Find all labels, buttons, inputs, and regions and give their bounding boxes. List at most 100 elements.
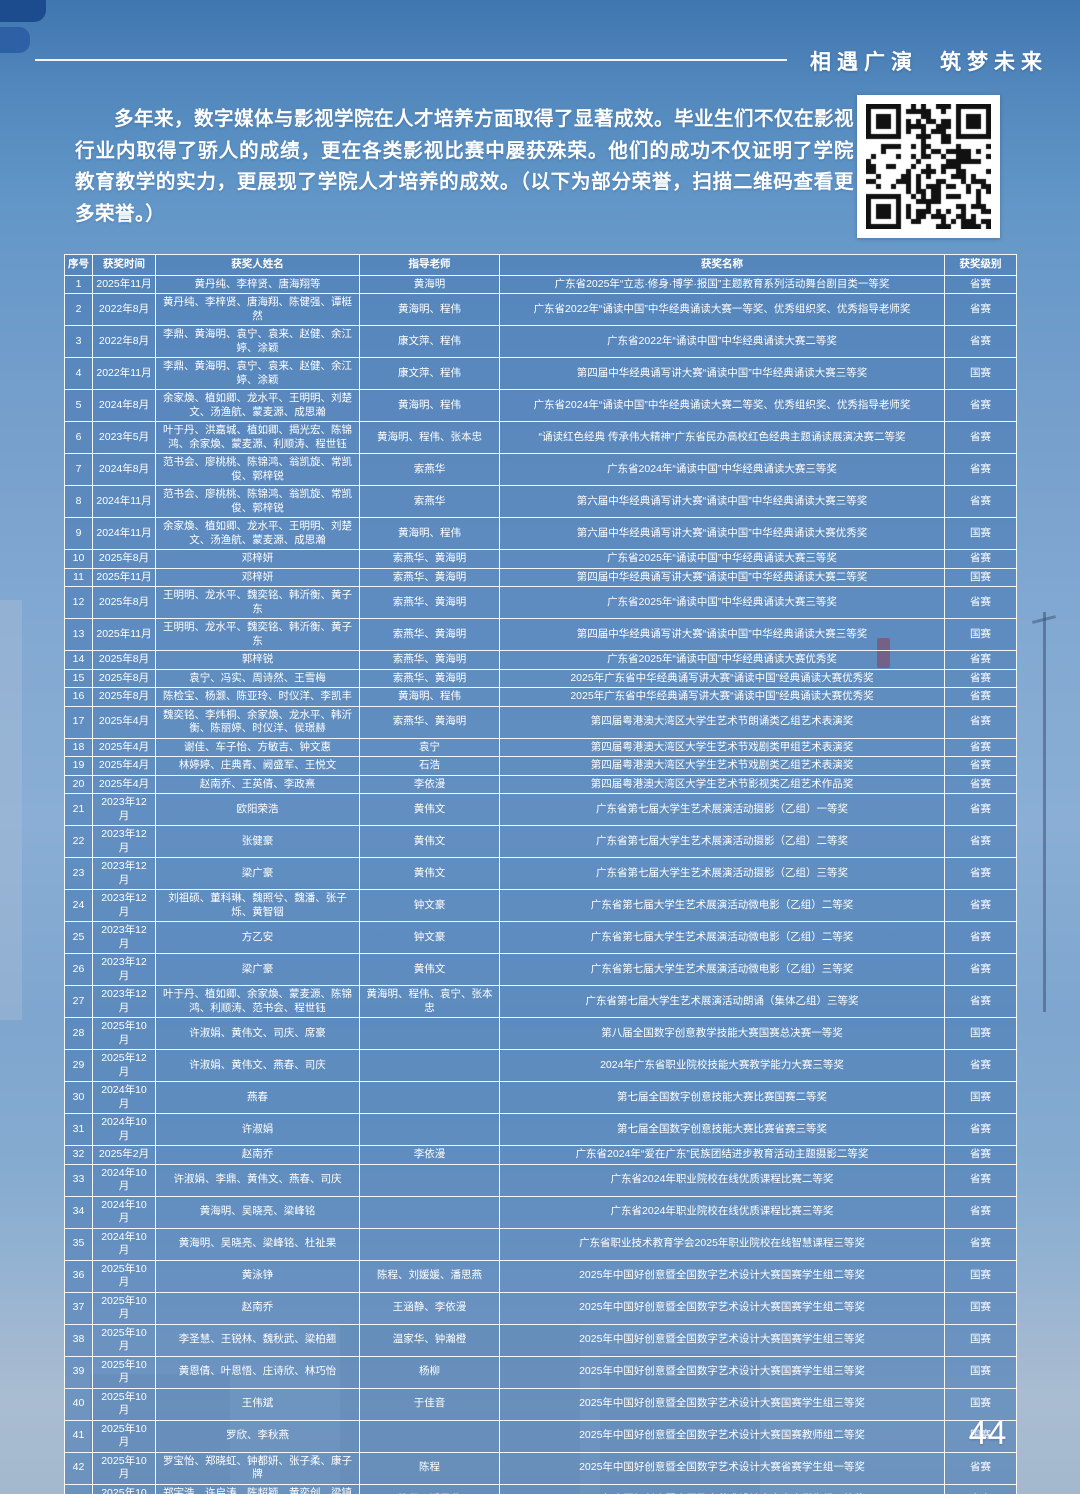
cell-row-index: 9 [64,517,93,550]
cell-award-time: 2025年12月 [92,1049,156,1082]
cell-advisors: 康文萍、程伟 [359,325,500,358]
cell-award-time: 2022年8月 [92,325,156,358]
cell-advisors: 李依漫 [359,1145,500,1165]
cell-award-time: 2024年10月 [92,1227,156,1261]
cell-award-level: 省赛 [944,485,1017,518]
cell-award-level: 省赛 [944,1195,1017,1229]
table-row: 20 2025年4月 赵南乔、王英倩、李政熹 李依漫 第四届粤港澳大湾区大学生艺术节影视… [64,774,1017,794]
cell-award-level: 省赛 [944,985,1017,1018]
cell-award-time: 2023年12月 [92,825,156,858]
cell-row-index: 19 [64,756,93,776]
cell-award-time: 2023年12月 [92,889,156,922]
cell-awardee-names: 黄恩倩、叶恩悟、庄诗欣、林巧怡 [155,1355,360,1389]
cell-awardee-names: 许淑娟、黄伟文、燕春、司庆 [155,1049,360,1082]
cell-award-time: 2025年4月 [92,756,156,776]
cell-advisors: 陈程、刘媛媛、潘思燕 [359,1259,500,1293]
cell-awardee-names: 邓梓妍 [155,567,360,587]
cell-advisors: 黄海明、程伟 [359,517,500,550]
cell-awardee-names: 袁宁、冯实、周诗然、王雪梅 [155,668,360,688]
column-header: 获奖级别 [944,254,1017,276]
cell-awardee-names: 李圣慧、王锐林、魏秋武、梁柏翘 [155,1323,360,1357]
cell-award-name: 广东省2024年“诵读中国”中华经典诵读大赛二等奖、优秀组织奖、优秀指导老师奖 [499,389,945,422]
cell-awardee-names: 刘祖硕、董科琳、魏照兮、魏潘、张子烁、黄智铟 [155,889,360,922]
cell-award-time: 2023年12月 [92,793,156,826]
column-header: 指导老师 [359,254,500,276]
slogan-part-2: 筑梦未来 [940,51,1048,74]
column-header: 获奖人姓名 [155,254,360,276]
cell-awardee-names: 魏奕铭、李炜桐、余家煥、龙水平、韩沂衡、陈丽婷、时仪洋、侯璟赫 [155,705,360,739]
cell-row-index: 35 [64,1227,93,1261]
cell-award-time: 2025年8月 [92,687,156,707]
cell-award-time: 2025年10月 [92,1017,156,1050]
cell-awardee-names: 林婷婷、庄典青、阙盛军、王悦文 [155,756,360,776]
cell-awardee-names: 李鼎、黄海明、袁宁、袁来、赵健、余江婷、涂颖 [155,325,360,358]
cell-row-index: 10 [64,549,93,569]
cell-award-level: 省赛 [944,274,1017,294]
cell-award-time: 2025年11月 [92,618,156,651]
cell-advisors: 黄伟文 [359,825,500,858]
cell-award-name: 广东省第七届大学生艺术展演活动摄影（乙组）三等奖 [499,857,945,890]
cell-award-level: 国赛 [944,1419,1017,1453]
table-row: 10 2025年8月 邓梓妍 索燕华、黄海明 广东省2025年“诵读中国”中华经典诵读大… [64,549,1017,569]
cell-advisors: 黄海明 [359,274,500,294]
table-row: 40 2025年10月 王伟斌 于佳音 2025年中国好创意暨全国数字艺术设计大赛国赛学… [64,1387,1017,1421]
column-header: 序号 [64,254,93,276]
cell-advisors: 袁宁 [359,737,500,757]
cell-row-index: 26 [64,953,93,986]
table-row: 14 2025年8月 郭梓锐 索燕华、黄海明 广东省2025年“诵读中国”中华经典诵读大… [64,650,1017,670]
cell-row-index: 30 [64,1081,93,1114]
table-row: 432025年10月郑宇浩、许启涛、陈超颖、黄奕创、梁镇宇、谢极尧陈程、潘思燕2… [64,1483,1017,1494]
cell-award-time: 2023年12月 [92,985,156,1018]
cell-award-name: 第四届粤港澳大湾区大学生艺术节朗诵类乙组艺术表演奖 [499,705,945,739]
cell-award-name: 第四届粤港澳大湾区大学生艺术节影视类乙组艺术作品奖 [499,774,945,794]
cell-awardee-names: 欧阳荣浩 [155,793,360,826]
cell-advisors: 于佳音 [359,1387,500,1421]
table-row: 28 2025年10月 许淑娟、黄伟文、司庆、席豪 第八届全国数字创意教学技能大赛国赛… [64,1017,1017,1050]
cell-advisors: 康文萍、程伟 [359,357,500,390]
cell-award-level: 省赛 [944,953,1017,986]
cell-award-level: 省赛 [944,1451,1017,1485]
cell-advisors: 索燕华、黄海明 [359,650,500,670]
cell-award-name: 2025年中国好创意暨全国数字艺术设计大赛省赛学生组二等奖 [499,1483,945,1494]
cell-award-level: 省赛 [944,687,1017,707]
cell-advisors: 索燕华、黄海明 [359,567,500,587]
cell-row-index: 27 [64,985,93,1018]
cell-award-name: 2025年广东省中华经典诵写讲大赛“诵读中国”经典诵读大赛优秀奖 [499,687,945,707]
table-row: 25 2023年12月 方乙安 钟文豪 广东省第七届大学生艺术展演活动微电影（乙组）二等… [64,921,1017,954]
cell-award-time: 2023年12月 [92,921,156,954]
cell-advisors: 陈程 [359,1451,500,1485]
cell-awardee-names: 张健豪 [155,825,360,858]
cell-advisors [359,1049,500,1082]
table-row: 29 2025年12月 许淑娟、黄伟文、燕春、司庆 2024年广东省职业院校技能大赛教… [64,1049,1017,1082]
cell-row-index: 43 [64,1483,93,1494]
cell-award-time: 2025年8月 [92,549,156,569]
cell-award-level: 国赛 [944,1355,1017,1389]
cell-row-index: 33 [64,1163,93,1197]
cell-row-index: 4 [64,357,93,390]
cell-award-name: 广东省2024年职业院校在线优质课程比赛三等奖 [499,1195,945,1229]
cell-award-time: 2024年10月 [92,1081,156,1114]
table-row: 27 2023年12月 叶于丹、植如卿、余家煥、蒙麦源、陈锦鸿、利顺涛、范书会、程世… [64,985,1017,1018]
cell-row-index: 38 [64,1323,93,1357]
cell-award-level: 省赛 [944,737,1017,757]
cell-advisors: 索燕华、黄海明 [359,705,500,739]
cell-advisors: 黄海明、程伟、张本忠 [359,421,500,454]
table-row: 7 2024年8月 范书会、廖桃桃、陈锦鸿、翁凯旋、常凯俊、郭梓锐 索燕华 广东省202… [64,453,1017,486]
cell-award-name: 第四届粤港澳大湾区大学生艺术节戏剧类乙组艺术表演奖 [499,756,945,776]
cell-award-level: 国赛 [944,618,1017,651]
page-slogan: 相遇广演 筑梦未来 [810,46,1048,76]
cell-award-time: 2025年10月 [92,1483,156,1494]
qr-code-box [857,95,1000,238]
cell-award-time: 2025年11月 [92,274,156,294]
cell-award-level: 省赛 [944,325,1017,358]
cell-row-index: 24 [64,889,93,922]
cell-advisors: 索燕华 [359,485,500,518]
cell-row-index: 39 [64,1355,93,1389]
cell-row-index: 29 [64,1049,93,1082]
table-row: 5 2024年8月 余家煥、植如卿、龙水平、王明明、刘楚文、汤渔航、蒙麦源、成思瀚黄… [64,389,1017,422]
cell-row-index: 16 [64,687,93,707]
cell-award-name: 2025年中国好创意暨全国数字艺术设计大赛国赛学生组三等奖 [499,1355,945,1389]
cell-advisors: 黄海明、程伟 [359,687,500,707]
cell-award-time: 2025年10月 [92,1387,156,1421]
